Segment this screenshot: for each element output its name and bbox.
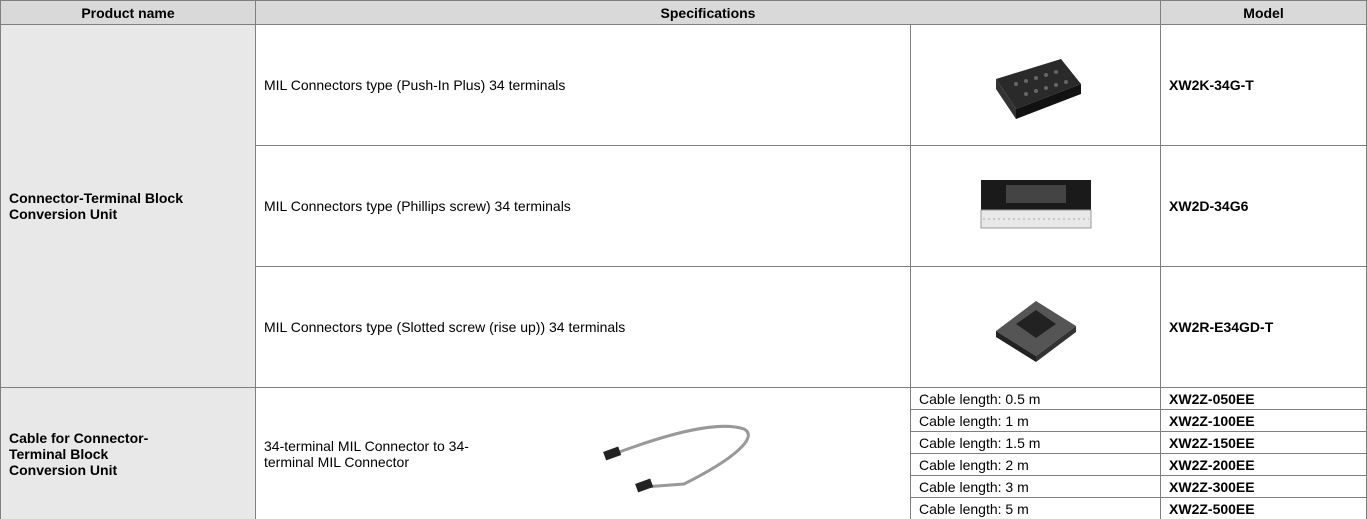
header-row: Product name Specifications Model	[0, 0, 1367, 25]
row: Connector-Terminal Block Conversion Unit…	[0, 24, 1367, 388]
model-cell: XW2K-34G-T	[1160, 24, 1367, 146]
image-cell	[909, 266, 1162, 388]
product-name: Cable for Connector-Terminal Block Conve…	[9, 429, 149, 478]
product-image	[980, 179, 1091, 228]
image-cell	[909, 145, 1162, 267]
row: Cable length: 1 m XW2Z-100EE	[1, 409, 1367, 432]
spec-cell: MIL Connectors type (Phillips screw) 34 …	[255, 145, 911, 267]
row: Cable length: 2 m XW2Z-200EE	[1, 453, 1367, 476]
spec-cell: MIL Connectors type (Push-In Plus) 34 te…	[255, 24, 911, 146]
row: MIL Connectors type (Phillips screw) 34 …	[1, 145, 1367, 267]
model-cell: XW2Z-500EE	[1160, 497, 1367, 519]
product-name: Connector-Terminal Block Conversion Unit	[9, 190, 183, 222]
cable-spec: 34-terminal MIL Connector to 34-terminal…	[264, 409, 902, 499]
model-cell: XW2Z-050EE	[1160, 387, 1367, 410]
model-cell: XW2Z-100EE	[1160, 409, 1367, 432]
header-cell: Product name	[0, 0, 256, 25]
header-cell: Specifications	[254, 0, 1162, 25]
spec-cell: MIL Connectors type (Slotted screw (rise…	[255, 266, 911, 388]
model-cell: XW2R-E34GD-T	[1160, 266, 1367, 388]
row: MIL Connectors type (Slotted screw (rise…	[1, 266, 1367, 388]
length-cell: Cable length: 5 m	[909, 497, 1162, 519]
row: Cable length: 1.5 m XW2Z-150EE	[1, 431, 1367, 454]
header-cell: Model	[1160, 0, 1367, 25]
product-image	[995, 300, 1076, 362]
row: Cable for Connector-Terminal Block Conve…	[0, 387, 1367, 519]
length-cell: Cable length: 3 m	[909, 475, 1162, 498]
model-cell: XW2Z-200EE	[1160, 453, 1367, 476]
product-cell: Cable for Connector-Terminal Block Conve…	[0, 387, 256, 519]
product-image	[995, 58, 1081, 119]
length-cell: Cable length: 1.5 m	[909, 431, 1162, 454]
length-cell: Cable length: 2 m	[909, 453, 1162, 476]
cable-spec-text: 34-terminal MIL Connector to 34-terminal…	[264, 437, 469, 470]
model-cell: XW2Z-300EE	[1160, 475, 1367, 498]
model-cell: XW2D-34G6	[1160, 145, 1367, 267]
row: Cable length: 5 m XW2Z-500EE	[1, 497, 1367, 519]
product-cell: Connector-Terminal Block Conversion Unit	[0, 24, 256, 388]
length-cell: Cable length: 0.5 m	[909, 387, 1162, 410]
image-cell	[909, 24, 1162, 146]
model-cell: XW2Z-150EE	[1160, 431, 1367, 454]
length-cell: Cable length: 1 m	[909, 409, 1162, 432]
cable-image	[603, 424, 750, 492]
spec-cell: 34-terminal MIL Connector to 34-terminal…	[255, 387, 911, 519]
